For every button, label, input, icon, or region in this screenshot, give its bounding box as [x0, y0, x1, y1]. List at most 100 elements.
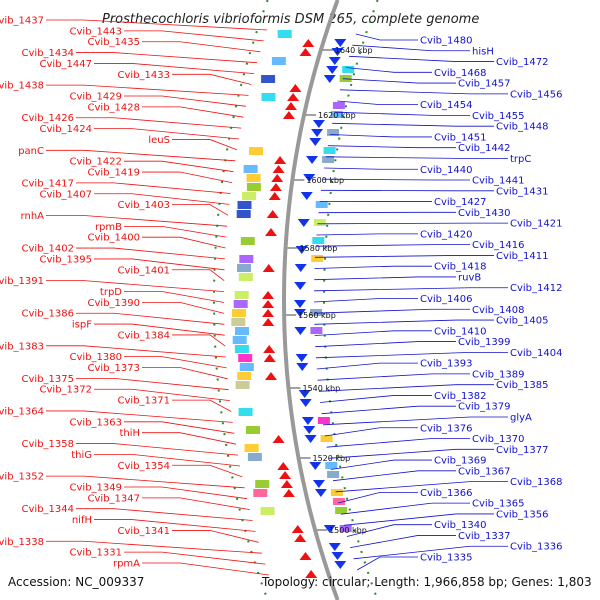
right-leader-line — [345, 67, 432, 73]
gene-block — [235, 381, 250, 389]
accession: Accession: NC_009337 — [8, 575, 144, 589]
left-gene-label: Cvib_1358 — [22, 439, 74, 450]
gene-block — [271, 57, 286, 65]
forward-gene-arrow — [268, 192, 281, 200]
right-leader-line — [342, 78, 456, 84]
gene-block — [332, 102, 345, 109]
left-leader-line — [172, 73, 252, 85]
right-leader-line — [314, 287, 508, 292]
left-leader-line — [124, 421, 235, 434]
gene-block — [335, 507, 348, 514]
left-leader-line — [76, 443, 239, 456]
reverse-gene-arrow — [301, 417, 314, 425]
left-gene-label: Cvib_1354 — [118, 461, 170, 472]
left-leader-line — [46, 215, 228, 227]
left-leader-line — [142, 236, 226, 249]
left-gene-label: Cvib_1347 — [88, 493, 140, 504]
left-leader-line — [46, 345, 226, 358]
right-leader-line — [316, 233, 418, 236]
right-leader-line — [314, 319, 494, 325]
right-gene-label: Cvib_1385 — [496, 380, 548, 391]
reverse-gene-arrow — [294, 282, 307, 290]
left-gene-label: Cvib_1402 — [22, 244, 74, 255]
left-leader-line — [172, 464, 243, 478]
left-gene-label: Cvib_1349 — [70, 482, 122, 493]
left-label-leaders — [46, 19, 269, 576]
forward-gene-arrow — [299, 552, 312, 560]
gene-block — [234, 345, 249, 353]
left-leader-line — [46, 149, 236, 162]
right-gene-label: Cvib_1399 — [458, 337, 510, 348]
gene-block — [246, 174, 261, 182]
right-gene-label: Cvib_1389 — [472, 369, 524, 380]
right-leader-line — [320, 395, 432, 403]
reverse-gene-arrow — [299, 399, 312, 407]
forward-gene-arrow — [284, 102, 297, 110]
reverse-gene-arrow — [294, 264, 307, 272]
gene-block — [313, 219, 326, 226]
right-gene-label: Cvib_1366 — [420, 488, 472, 499]
left-leader-line — [124, 160, 234, 173]
reverse-gene-arrow — [298, 390, 311, 398]
right-leader-line — [352, 44, 470, 52]
right-leader-line — [314, 276, 456, 281]
right-leader-line — [318, 384, 494, 392]
right-gene-label: Cvib_1368 — [510, 477, 562, 488]
right-gene-label: glyA — [510, 412, 532, 423]
left-gene-label: Cvib_1344 — [22, 504, 74, 515]
gene-block — [246, 183, 261, 191]
right-leader-line — [350, 535, 456, 549]
right-leader-line — [346, 524, 432, 537]
gene-block — [239, 255, 254, 263]
left-gene-label: Cvib_1383 — [0, 341, 44, 352]
right-gene-label: Cvib_1418 — [434, 262, 486, 273]
reverse-gene-arrow — [331, 48, 344, 56]
forward-gene-arrow — [305, 570, 318, 578]
gene-block — [232, 336, 247, 344]
gene-block — [310, 327, 323, 334]
left-gene-label: leuS — [148, 135, 170, 146]
left-gene-label: Cvib_1422 — [70, 157, 122, 168]
right-leader-line — [327, 145, 456, 149]
kbp-tick-label: 1580 kbp — [300, 244, 338, 253]
gene-block — [238, 354, 253, 362]
right-gene-label: Cvib_1472 — [496, 57, 548, 68]
right-leader-line — [337, 100, 418, 106]
forward-gene-arrow — [262, 264, 275, 272]
left-leader-line — [142, 367, 228, 380]
reverse-gene-arrow — [304, 435, 317, 443]
left-gene-label: rpmA — [113, 559, 140, 570]
right-leader-line — [328, 448, 494, 459]
gene-block — [240, 237, 255, 245]
left-leader-line — [172, 334, 226, 347]
left-gene-label: Cvib_1443 — [70, 26, 122, 37]
forward-gene-arrow — [263, 354, 276, 362]
left-leader-line — [76, 117, 242, 129]
reverse-gene-arrow — [309, 138, 322, 146]
left-leader-line — [46, 540, 262, 554]
right-gene-label: Cvib_1367 — [458, 466, 510, 477]
left-gene-label: rpmB — [95, 222, 122, 233]
right-gene-label: Cvib_1411 — [496, 251, 548, 262]
right-gene-label: Cvib_1427 — [434, 197, 486, 208]
right-leader-line — [339, 89, 508, 95]
left-gene-label: Cvib_1338 — [0, 537, 44, 548]
forward-gene-arrow — [269, 183, 282, 191]
reverse-gene-arrow — [323, 75, 336, 83]
gene-block — [261, 93, 276, 101]
reverse-gene-arrow — [334, 39, 347, 47]
forward-gene-arrow — [302, 39, 315, 47]
reverse-gene-arrow — [294, 300, 306, 308]
gene-features — [231, 30, 355, 578]
left-gene-label: Cvib_1407 — [40, 189, 92, 200]
right-gene-label: Cvib_1412 — [510, 283, 562, 294]
right-gene-label: Cvib_1457 — [458, 79, 510, 90]
reverse-gene-arrow — [312, 480, 325, 488]
right-gene-label: Cvib_1337 — [458, 531, 510, 542]
right-gene-label: Cvib_1356 — [496, 509, 548, 520]
left-gene-label: nifH — [72, 515, 92, 526]
right-gene-label: Cvib_1480 — [420, 36, 472, 47]
left-gene-label: Cvib_1386 — [22, 309, 74, 320]
left-gene-label: Cvib_1341 — [118, 526, 170, 537]
right-leader-line — [321, 405, 456, 415]
